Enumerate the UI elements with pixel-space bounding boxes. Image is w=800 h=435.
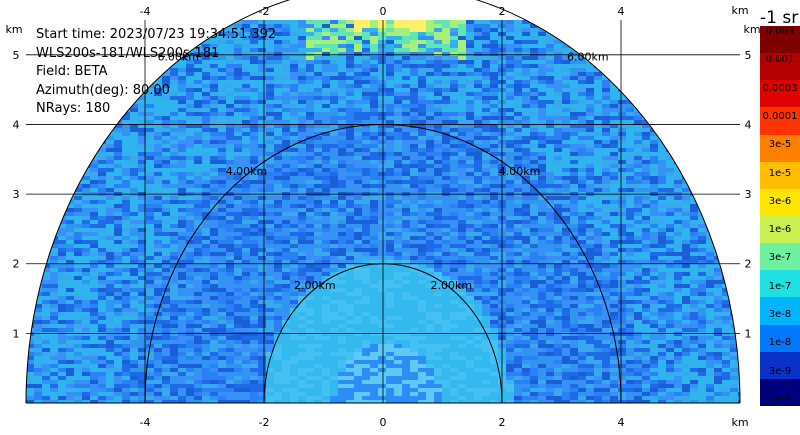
- y-tick-label-right: 5: [745, 49, 752, 62]
- colorbar-label: 3e-6: [768, 195, 792, 207]
- colorbar-label: 3e-8: [768, 309, 792, 321]
- range-ring-label: 2.00km: [294, 279, 336, 292]
- range-ring-label: 2.00km: [430, 279, 472, 292]
- colorbar-segment: [760, 351, 800, 380]
- colorbar-label: 0.003: [765, 26, 795, 37]
- colorbar-label: 1e-6: [768, 224, 792, 236]
- y-tick-label-left: 2: [13, 258, 20, 271]
- colorbar: 0.003 0.001 0.0003 0.0001 3e-5 1e-5 3e-6 1e-6 3e…: [760, 26, 800, 407]
- range-ring-label: 6.00km: [567, 51, 609, 64]
- range-ring-label: 4.00km: [499, 165, 541, 178]
- colorbar-segment: [760, 378, 800, 407]
- colorbar-segment: [760, 107, 800, 136]
- x-tick-label-top: -2: [259, 5, 270, 18]
- colorbar-label: 0.0001: [762, 110, 798, 122]
- range-rings: 2.00km 2.00km 4.00km 4.00km 6.00km 6.00km: [25, 0, 741, 404]
- range-ring: [144, 124, 622, 404]
- colorbar-segment: [760, 161, 800, 190]
- y-tick-label-left: 4: [13, 118, 20, 131]
- colorbar-segment: [760, 53, 800, 81]
- start-time-text: Start time: 2023/07/23 19:34:51.392: [36, 27, 277, 42]
- nrays-text: NRays: 180: [36, 101, 111, 116]
- x-tick-label-top: 2: [499, 5, 506, 18]
- colorbar-segment: [760, 26, 800, 54]
- y-tick-label-right: 2: [745, 258, 752, 271]
- x-tick-label-top: 4: [618, 5, 625, 18]
- y-unit-right: km: [743, 23, 760, 36]
- y-tick-label-left: 5: [13, 49, 20, 62]
- y-tick-label-left: 1: [13, 327, 20, 340]
- axes: -4 -4 -2 -2 0 0 2 2 4 4 1 1 2 2 3 3 4 4 5 5 km km km km: [5, 4, 760, 429]
- colorbar-label: 3e-5: [768, 139, 792, 151]
- colorbar-segment: [760, 216, 800, 244]
- azimuth-text: Azimuth(deg): 80.00: [36, 82, 170, 98]
- instrument-text: WLS200s-181/WLS200s-181: [36, 45, 220, 61]
- colorbar-title: -1 sr: [760, 8, 799, 28]
- scan-info: Start time: 2023/07/23 19:34:51.392 WLS20…: [36, 26, 276, 119]
- range-ring: [263, 263, 503, 404]
- x-tick-label-bottom: 2: [499, 416, 506, 429]
- colorbar-segment: [760, 80, 800, 108]
- colorbar-segment: [760, 324, 800, 353]
- colorbar-label: 1e-9: [768, 394, 792, 405]
- colorbar-segment: [760, 188, 800, 217]
- y-tick-label-right: 4: [745, 118, 752, 131]
- field-text: Field: BETA: [36, 64, 108, 79]
- y-unit-left: km: [5, 23, 22, 36]
- colorbar-label: 3e-9: [768, 365, 792, 377]
- x-tick-label-bottom: -4: [140, 416, 151, 429]
- colorbar-segment: [760, 297, 800, 326]
- range-ring-label: 4.00km: [226, 165, 268, 178]
- range-ring-label: 6.00km: [157, 51, 199, 64]
- colorbar-label: 0.0003: [762, 82, 798, 94]
- x-unit-bottom: km: [731, 416, 748, 429]
- colorbar-segment: [760, 243, 800, 271]
- y-tick-label-right: 3: [745, 188, 752, 201]
- y-tick-label-left: 3: [13, 188, 20, 201]
- y-tick-label-right: 1: [745, 327, 752, 340]
- x-tick-label-bottom: -2: [259, 416, 270, 429]
- range-ring: [25, 0, 741, 404]
- x-tick-label-bottom: 0: [380, 416, 387, 429]
- colorbar-label: 1e-8: [768, 337, 792, 349]
- colorbar-label: 1e-7: [768, 280, 792, 292]
- colorbar-segment: [760, 134, 800, 163]
- colorbar-label: 3e-7: [768, 252, 792, 264]
- x-unit-top: km: [731, 4, 748, 17]
- x-tick-label-bottom: 4: [618, 416, 625, 429]
- colorbar-segment: [760, 270, 800, 298]
- x-tick-label-top: 0: [380, 5, 387, 18]
- colorbar-label: 1e-5: [768, 167, 792, 179]
- x-tick-label-top: -4: [140, 5, 151, 18]
- colorbar-label: 0.001: [765, 54, 795, 66]
